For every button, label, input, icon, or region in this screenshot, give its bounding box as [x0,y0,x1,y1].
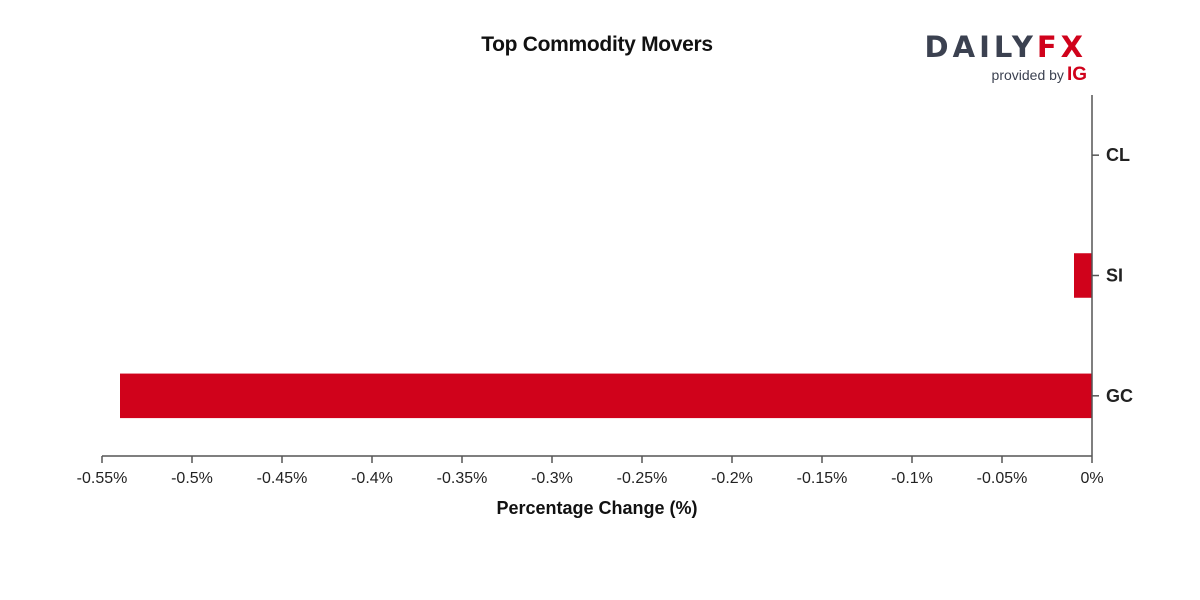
x-tick-label: -0.15% [797,470,848,487]
provided-by-text: provided by [991,67,1064,83]
x-tick-label: -0.5% [171,470,213,487]
bar-si[interactable] [1074,253,1092,298]
category-label-cl: CL [1106,145,1130,165]
logo-fx-text: FX [1036,30,1087,64]
x-tick-label: 0% [1080,470,1103,487]
x-tick-label: -0.55% [77,470,128,487]
category-label-gc: GC [1106,386,1133,406]
x-tick-label: -0.25% [617,470,668,487]
y-axis-ticks: CL SI GC [1092,145,1133,406]
x-tick-label: -0.3% [531,470,573,487]
x-tick-label: -0.1% [891,470,933,487]
x-axis-ticks: -0.55% -0.5% -0.45% -0.4% -0.35% -0.3% -0.25% -… [77,456,1104,487]
x-tick-label: -0.2% [711,470,753,487]
x-tick-label: -0.45% [257,470,308,487]
x-tick-label: -0.35% [437,470,488,487]
bars-group [120,253,1092,419]
x-tick-label: -0.05% [977,470,1028,487]
chart-title: Top Commodity Movers [481,33,713,56]
category-label-si: SI [1106,266,1123,286]
dailyfx-wordmark: DAILYFX [925,30,1087,64]
dailyfx-logo[interactable]: DAILYFX provided by IG [925,30,1091,86]
x-axis-title: Percentage Change (%) [496,498,697,518]
ig-logo-text: IG [1066,64,1087,85]
bar-gc[interactable] [120,373,1092,419]
logo-daily-text: DAILY [924,30,1037,64]
provided-by-ig: provided by IG [992,64,1087,86]
x-tick-label: -0.4% [351,470,393,487]
